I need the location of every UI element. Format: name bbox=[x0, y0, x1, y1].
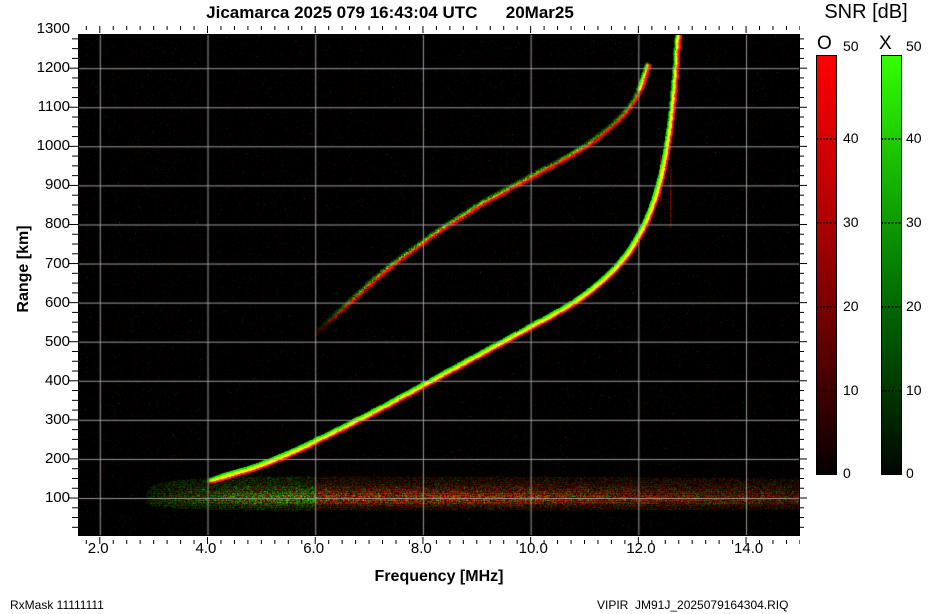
svg-text:10: 10 bbox=[843, 382, 859, 398]
svg-text:10: 10 bbox=[906, 382, 922, 398]
svg-text:40: 40 bbox=[843, 130, 859, 146]
svg-text:20: 20 bbox=[906, 298, 922, 314]
svg-text:30: 30 bbox=[843, 214, 859, 230]
svg-text:40: 40 bbox=[906, 130, 922, 146]
svg-text:20: 20 bbox=[843, 298, 859, 314]
svg-text:30: 30 bbox=[906, 214, 922, 230]
